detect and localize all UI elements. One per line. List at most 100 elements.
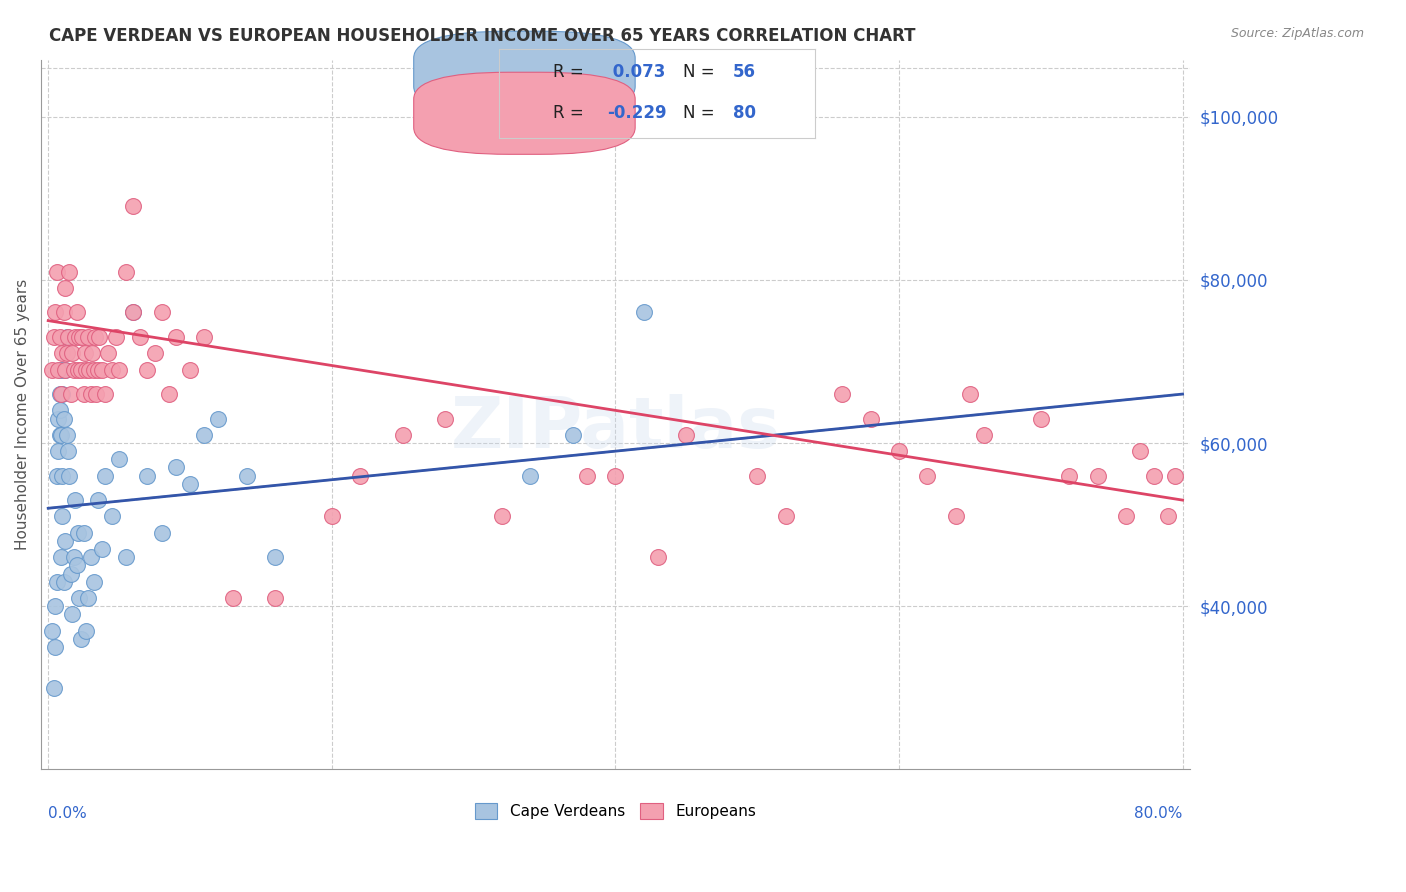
Point [115,265,138,279]
Point [56,330,79,344]
Point [576,468,599,483]
Point [46,362,69,376]
Point [51,468,73,483]
Point [46,444,69,458]
FancyBboxPatch shape [413,72,636,154]
Point [165,460,187,475]
Point [108,362,131,376]
Point [44,599,66,614]
Point [48,427,70,442]
Y-axis label: Householder Income Over 65 years: Householder Income Over 65 years [15,279,30,550]
Legend: Cape Verdeans, Europeans: Cape Verdeans, Europeans [468,797,762,825]
Point [55,346,77,360]
Text: 80.0%: 80.0% [1135,806,1182,821]
Point [48,330,70,344]
Point [67,330,90,344]
Point [80,550,103,565]
Point [1129,444,1152,458]
Point [49,427,72,442]
Point [122,305,145,319]
Point [747,468,769,483]
Point [77,591,100,605]
Point [45,468,67,483]
Point [235,468,257,483]
Point [52,411,75,425]
Point [49,362,72,376]
Point [59,566,82,581]
Point [136,362,159,376]
Point [349,468,371,483]
Point [973,427,995,442]
Point [45,574,67,589]
Point [87,493,110,508]
Point [105,330,128,344]
Point [831,387,853,401]
Point [69,632,91,646]
Point [76,624,98,638]
Point [56,444,79,458]
Point [51,346,73,360]
Point [221,591,243,605]
Point [122,199,145,213]
Point [101,362,124,376]
Point [1057,468,1080,483]
Text: R =: R = [553,104,589,122]
Text: -0.229: -0.229 [607,104,666,122]
Point [58,468,80,483]
Point [959,387,981,401]
Point [94,468,117,483]
Point [60,346,83,360]
Point [66,362,89,376]
Point [55,427,77,442]
Point [101,509,124,524]
Point [84,330,107,344]
Point [519,468,541,483]
Point [143,346,166,360]
Point [89,330,111,344]
Point [69,362,91,376]
Point [72,387,94,401]
Point [179,362,201,376]
Point [67,591,90,605]
Point [63,330,86,344]
Point [91,362,114,376]
Point [94,387,117,401]
Point [561,427,583,442]
Point [633,305,655,319]
Point [86,387,108,401]
Point [605,468,627,483]
Point [207,411,229,425]
Text: 56: 56 [734,63,756,81]
Point [77,330,100,344]
Text: 80: 80 [734,104,756,122]
Point [70,330,93,344]
Point [775,509,797,524]
Point [80,387,103,401]
Point [108,452,131,467]
Point [859,411,882,425]
Text: Source: ZipAtlas.com: Source: ZipAtlas.com [1230,27,1364,40]
Point [97,346,120,360]
Point [42,681,65,695]
Point [945,509,967,524]
Point [150,305,173,319]
Point [72,525,94,540]
Point [65,558,87,573]
Point [79,362,101,376]
Point [48,387,70,401]
Point [647,550,669,565]
Text: 0.073: 0.073 [607,63,665,81]
Point [41,624,63,638]
Point [42,330,65,344]
Point [44,640,66,654]
Point [264,591,287,605]
Point [45,265,67,279]
Point [63,493,86,508]
Point [59,387,82,401]
Point [82,346,104,360]
Point [321,509,343,524]
Point [49,550,72,565]
Point [76,362,98,376]
Point [917,468,939,483]
Point [51,509,73,524]
